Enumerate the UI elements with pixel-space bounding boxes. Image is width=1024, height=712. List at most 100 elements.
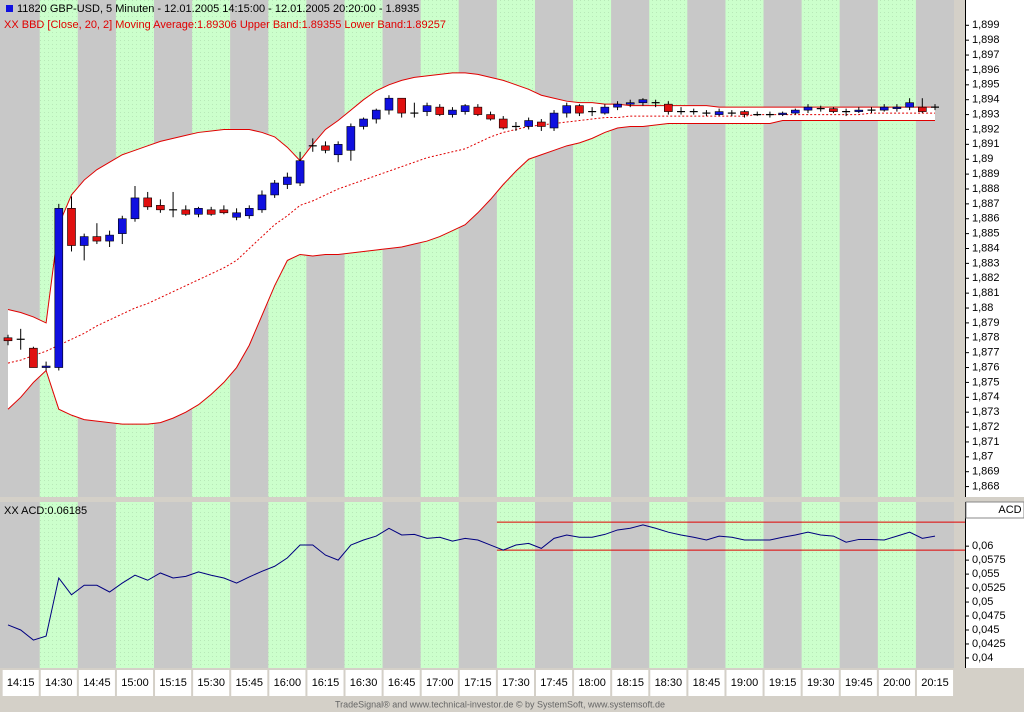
stripe bbox=[763, 502, 802, 668]
time-cell bbox=[116, 670, 154, 696]
stripe bbox=[458, 502, 497, 668]
stripe bbox=[306, 502, 345, 668]
time-cell bbox=[2, 670, 39, 696]
x-tick-label: 18:30 bbox=[655, 677, 683, 689]
y-tick-label: 1,869 bbox=[972, 466, 1000, 478]
candle-body bbox=[156, 205, 165, 211]
stripe bbox=[534, 0, 574, 497]
stripe bbox=[877, 502, 916, 668]
candle-body bbox=[346, 126, 356, 151]
candle-body bbox=[321, 145, 330, 151]
x-tick-label: 19:15 bbox=[769, 677, 797, 689]
time-cell bbox=[383, 670, 420, 696]
y-tick-label: 1,899 bbox=[972, 19, 1000, 31]
stripe bbox=[801, 0, 840, 497]
x-tick-label: 17:45 bbox=[540, 677, 568, 689]
stripe bbox=[611, 0, 650, 497]
candle-body bbox=[295, 160, 305, 184]
y-tick-label: 1,885 bbox=[972, 228, 1000, 240]
x-tick-label: 16:00 bbox=[274, 677, 302, 689]
moving-average bbox=[7, 112, 935, 364]
x-tick-label: 14:15 bbox=[7, 677, 35, 689]
x-tick-label: 17:15 bbox=[464, 677, 492, 689]
time-cell bbox=[307, 670, 344, 696]
chart-title: 11820 GBP-USD, 5 Minuten - 12.01.2005 14… bbox=[17, 3, 419, 15]
y-tick-label: 1,874 bbox=[972, 391, 1000, 403]
y-tick-label: 1,871 bbox=[972, 436, 1000, 448]
y-tick-label: 1,873 bbox=[972, 406, 1000, 418]
stripe bbox=[192, 502, 231, 668]
symbol-icon bbox=[6, 5, 13, 12]
band-fill bbox=[8, 72, 935, 425]
y-tick-label: 1,891 bbox=[972, 138, 1000, 150]
x-tick-label: 18:45 bbox=[693, 677, 721, 689]
time-cell bbox=[497, 670, 534, 696]
candle-body bbox=[270, 182, 279, 196]
candle-body bbox=[130, 197, 140, 220]
acd-axis-label-box bbox=[965, 501, 1024, 519]
candle-body bbox=[3, 337, 13, 342]
y-tick-label: 0,05 bbox=[972, 596, 993, 608]
candle-body bbox=[448, 109, 457, 115]
time-cell bbox=[269, 670, 306, 696]
stripe bbox=[915, 502, 955, 668]
time-cell bbox=[688, 670, 725, 696]
x-tick-label: 14:30 bbox=[45, 677, 73, 689]
time-cell bbox=[916, 670, 954, 696]
candle-body bbox=[778, 112, 787, 115]
candle-body bbox=[422, 105, 432, 112]
y-tick-label: 1,896 bbox=[972, 64, 1000, 76]
x-tick-label: 15:00 bbox=[121, 677, 149, 689]
y-tick-label: 1,892 bbox=[972, 123, 1000, 135]
y-tick-label: 1,893 bbox=[972, 108, 1000, 120]
candle-body bbox=[257, 194, 267, 211]
stripe bbox=[1, 502, 40, 668]
y-tick-label: 1,895 bbox=[972, 79, 1000, 91]
stripe bbox=[611, 502, 650, 668]
candle-body bbox=[54, 208, 64, 368]
candle-body bbox=[918, 106, 927, 112]
candle-body bbox=[232, 212, 241, 218]
stripe bbox=[649, 0, 688, 497]
candle-body bbox=[143, 197, 152, 208]
time-cell bbox=[535, 670, 573, 696]
x-tick-label: 17:00 bbox=[426, 677, 454, 689]
y-tick-label: 0,0475 bbox=[972, 610, 1006, 622]
time-cell bbox=[878, 670, 915, 696]
stripe bbox=[839, 0, 878, 497]
candle-body bbox=[600, 106, 610, 114]
y-tick-label: 0,0525 bbox=[972, 582, 1006, 594]
y-tick-label: 0,04 bbox=[972, 652, 993, 664]
time-cell bbox=[840, 670, 877, 696]
footer: TradeSignal® and www.technical-investor.… bbox=[335, 699, 665, 709]
stripe bbox=[154, 502, 193, 668]
candle-body bbox=[181, 209, 191, 215]
candle-body bbox=[117, 218, 127, 234]
x-tick-label: 20:00 bbox=[883, 677, 911, 689]
candle-body bbox=[473, 106, 483, 115]
stripe bbox=[649, 502, 688, 668]
time-cell bbox=[421, 670, 458, 696]
stripe bbox=[1, 0, 40, 497]
time-cell bbox=[40, 670, 77, 696]
y-tick-label: 1,872 bbox=[972, 421, 1000, 433]
candle-body bbox=[638, 99, 648, 103]
x-tick-label: 15:45 bbox=[236, 677, 264, 689]
time-cell bbox=[726, 670, 763, 696]
candle-body bbox=[435, 106, 445, 115]
candle-body bbox=[537, 121, 546, 127]
y-tick-label: 1,883 bbox=[972, 257, 1000, 269]
stripe bbox=[0, 502, 2, 668]
y-tick-label: 1,89 bbox=[972, 153, 993, 165]
y-tick-label: 1,898 bbox=[972, 34, 1000, 46]
candle-body bbox=[219, 209, 229, 214]
candle-body bbox=[575, 105, 584, 114]
candle-body bbox=[206, 209, 216, 215]
y-tick-label: 1,884 bbox=[972, 242, 1000, 254]
candle-body bbox=[359, 118, 368, 127]
stripe bbox=[573, 502, 612, 668]
x-tick-label: 15:30 bbox=[197, 677, 225, 689]
x-tick-label: 20:15 bbox=[921, 677, 949, 689]
